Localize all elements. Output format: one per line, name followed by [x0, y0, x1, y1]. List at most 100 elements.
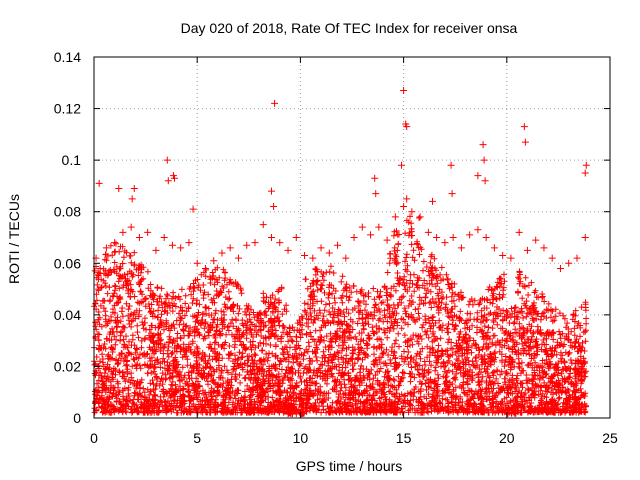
data-point [466, 231, 474, 239]
data-point [259, 221, 267, 229]
plot-frame [93, 56, 611, 419]
data-point [127, 223, 135, 231]
y-tick-label: 0.04 [54, 307, 81, 323]
x-tick-label: 5 [193, 430, 201, 446]
y-tick-label: 0.12 [54, 101, 81, 117]
data-point [573, 254, 581, 262]
data-point [163, 156, 171, 164]
data-point [515, 228, 523, 236]
data-point [111, 239, 119, 247]
data-point [135, 234, 143, 241]
data-point [507, 254, 515, 262]
data-point [226, 244, 234, 252]
data-point [164, 177, 172, 185]
data-point [271, 99, 279, 107]
data-point [375, 223, 383, 231]
data-point [481, 177, 489, 185]
data-point [251, 239, 259, 247]
data-point [424, 228, 432, 236]
data-point [292, 234, 300, 241]
data-point [144, 228, 152, 236]
data-point [582, 161, 590, 169]
data-point [520, 123, 528, 131]
data-point [268, 187, 276, 195]
data-point [400, 87, 408, 95]
data-point [447, 161, 455, 169]
data-point [523, 246, 531, 254]
data-point [383, 236, 391, 244]
data-point [372, 190, 380, 198]
data-point [565, 259, 573, 267]
chart-title: Day 020 of 2018, Rate Of TEC Index for r… [181, 20, 518, 36]
data-point [243, 241, 251, 249]
x-tick-label: 15 [396, 430, 412, 446]
data-point [482, 234, 490, 241]
data-point [428, 197, 436, 205]
data-point [371, 174, 379, 182]
data-point [433, 234, 441, 241]
data-point [474, 226, 482, 234]
data-point [102, 244, 110, 252]
data-point [479, 141, 487, 149]
dense-point-cloud [91, 213, 590, 418]
data-point [201, 264, 209, 272]
data-point [490, 244, 498, 252]
data-point [276, 239, 284, 247]
data-point [342, 254, 350, 262]
data-point [441, 239, 449, 247]
data-point [317, 244, 325, 252]
data-point [367, 231, 375, 239]
data-point [160, 234, 168, 241]
x-tick-labels: 0 5 10 15 20 25 [90, 430, 618, 446]
data-point [548, 254, 556, 262]
data-point [448, 190, 456, 198]
data-point [416, 213, 424, 221]
data-point [499, 252, 507, 260]
data-point [556, 264, 564, 272]
data-point [268, 234, 276, 241]
data-point [521, 138, 529, 146]
y-tick-labels: 0 0.02 0.04 0.06 0.08 0.1 0.12 0.14 [54, 49, 81, 426]
axis-ticks [93, 56, 611, 419]
data-point [301, 252, 309, 260]
data-point [403, 123, 411, 131]
y-axis-label: ROTI / TECUs [6, 194, 22, 284]
data-point [218, 249, 226, 257]
y-tick-label: 0.08 [54, 204, 81, 220]
data-point [581, 234, 589, 241]
data-point [95, 179, 103, 187]
data-point [128, 195, 136, 203]
x-tick-label: 25 [602, 430, 618, 446]
data-point [270, 203, 278, 211]
data-point [325, 249, 333, 257]
x-tick-label: 10 [293, 430, 309, 446]
y-tick-label: 0.02 [54, 358, 81, 374]
data-point [532, 236, 540, 244]
data-points [92, 87, 590, 272]
data-point [170, 174, 178, 182]
data-point [152, 246, 160, 254]
data-point [350, 234, 358, 241]
data-point [96, 264, 104, 272]
data-point [480, 156, 488, 164]
data-point [185, 239, 193, 247]
y-tick-label: 0.06 [54, 255, 81, 271]
x-tick-label: 0 [90, 430, 98, 446]
data-point [234, 254, 242, 262]
data-point [457, 244, 465, 252]
x-tick-label: 20 [499, 430, 515, 446]
data-point [334, 241, 342, 249]
data-point [309, 254, 317, 262]
data-point [119, 228, 127, 236]
data-point [398, 161, 406, 169]
data-point [284, 246, 292, 254]
data-point [210, 257, 218, 265]
data-point [115, 185, 123, 193]
data-point [408, 208, 416, 216]
x-axis-label: GPS time / hours [296, 458, 403, 474]
data-point [449, 234, 457, 241]
data-point [474, 172, 482, 180]
data-point [168, 241, 176, 249]
data-point [177, 244, 185, 252]
